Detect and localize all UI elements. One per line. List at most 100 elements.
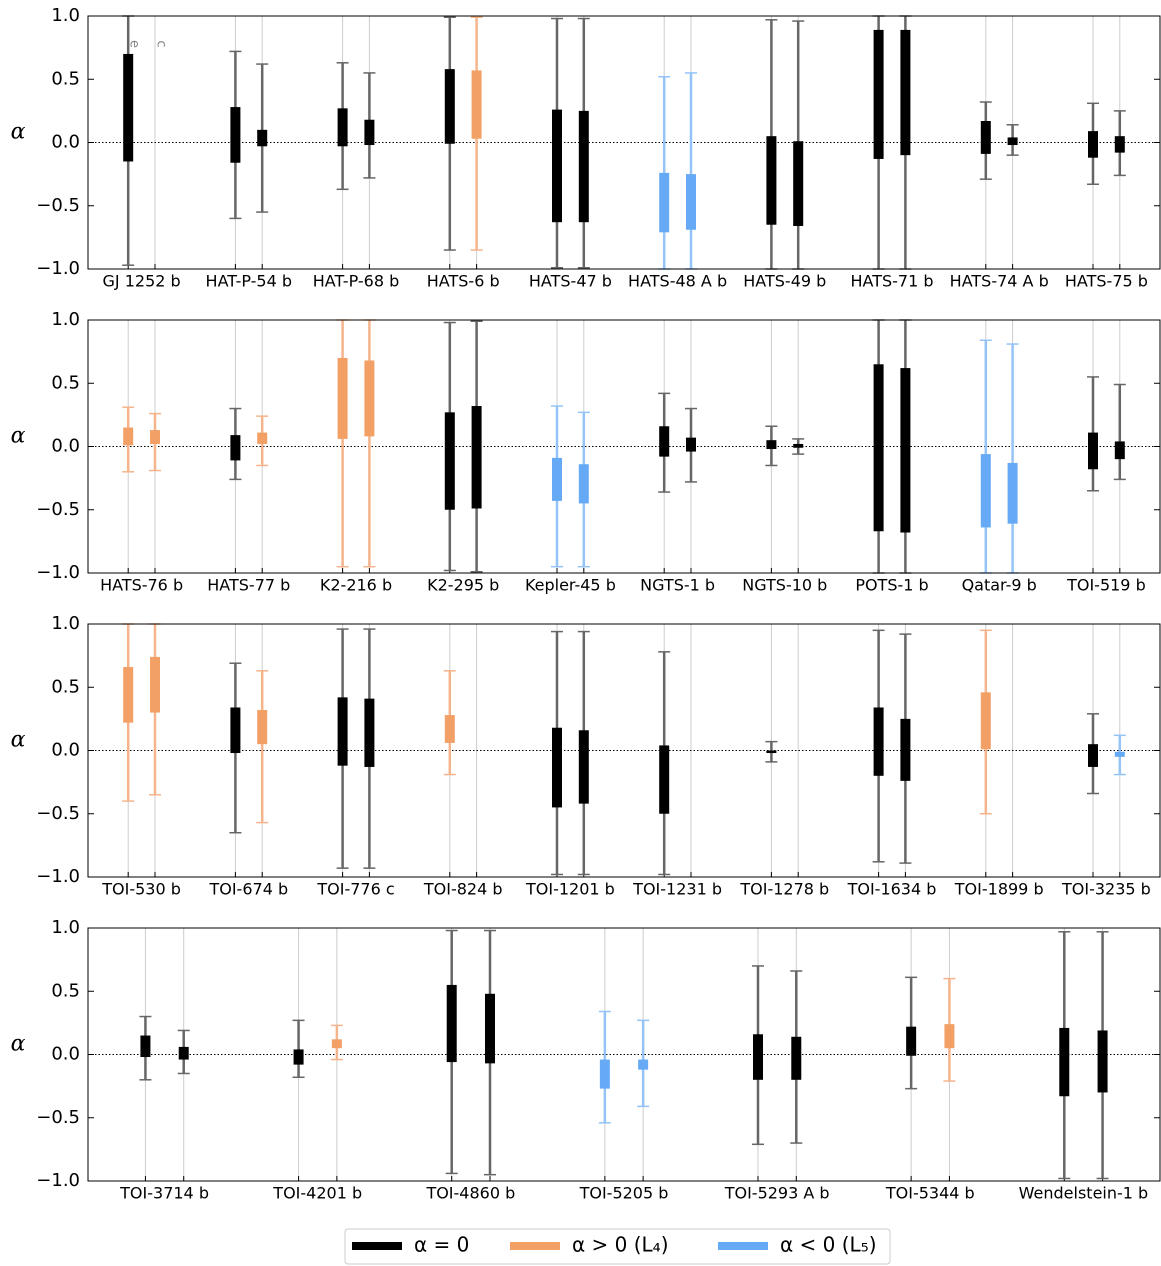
- plot-frame: [87, 15, 1161, 270]
- box: [1114, 751, 1125, 757]
- x-tick-label: HAT-P-68 b: [313, 272, 399, 291]
- box: [337, 357, 348, 439]
- box: [140, 1035, 151, 1058]
- y-tick-label: 0.5: [51, 980, 80, 1001]
- y-tick-label: −0.5: [36, 195, 80, 216]
- x-tick-label: TOI-776 c: [316, 880, 394, 899]
- annotation: c: [154, 40, 169, 47]
- y-axis-label: α: [11, 120, 26, 145]
- box: [1007, 462, 1018, 524]
- x-tick-label: TOI-1231 b: [632, 880, 722, 899]
- box: [906, 1026, 917, 1056]
- box: [1097, 1030, 1108, 1093]
- box: [873, 29, 884, 159]
- box: [766, 750, 777, 754]
- y-tick-label: −1.0: [36, 866, 80, 887]
- plot-frame: [87, 927, 1161, 1182]
- box: [364, 119, 375, 146]
- legend-label: α = 0: [414, 1233, 469, 1257]
- box: [552, 727, 562, 808]
- x-tick-label: HATS-75 b: [1065, 272, 1148, 291]
- y-tick-label: 1.0: [51, 917, 80, 938]
- x-tick-label: HATS-48 A b: [628, 272, 727, 291]
- x-tick-label: TOI-1634 b: [847, 880, 937, 899]
- y-tick-label: 0.5: [51, 372, 80, 393]
- box: [471, 70, 482, 139]
- x-tick-label: TOI-5344 b: [885, 1184, 975, 1203]
- x-tick-label: HATS-77 b: [207, 576, 290, 595]
- box: [793, 443, 804, 448]
- box: [331, 1039, 342, 1049]
- box: [150, 430, 160, 444]
- y-tick-label: 0.5: [51, 676, 80, 697]
- box: [1114, 441, 1125, 460]
- box: [552, 457, 562, 501]
- x-tick-label: POTS-1 b: [855, 576, 928, 595]
- plot-frame: [87, 623, 1161, 878]
- y-tick-label: −1.0: [36, 1170, 80, 1191]
- legend-frame: [344, 1228, 891, 1265]
- x-tick-label: NGTS-10 b: [742, 576, 827, 595]
- box: [230, 707, 241, 754]
- box: [178, 1046, 189, 1060]
- box: [1114, 136, 1125, 153]
- box: [686, 174, 696, 230]
- x-tick-label: HATS-71 b: [850, 272, 933, 291]
- y-tick-label: −1.0: [36, 562, 80, 583]
- legend-label: α < 0 (L₅): [780, 1233, 877, 1257]
- y-tick-label: −0.5: [36, 499, 80, 520]
- box: [485, 993, 495, 1064]
- box: [230, 435, 241, 461]
- x-tick-label: TOI-4201 b: [272, 1184, 362, 1203]
- y-tick-label: 0.0: [51, 132, 80, 153]
- box: [980, 120, 991, 154]
- box: [444, 412, 455, 510]
- y-tick-label: 0.5: [51, 68, 80, 89]
- y-axis-label: α: [11, 728, 26, 753]
- box: [980, 692, 991, 750]
- box: [257, 129, 268, 147]
- x-tick-label: TOI-519 b: [1066, 576, 1146, 595]
- x-tick-label: Kepler-45 b: [525, 576, 616, 595]
- x-tick-label: TOI-5293 A b: [724, 1184, 830, 1203]
- box: [1088, 744, 1098, 767]
- box: [230, 107, 241, 163]
- y-tick-label: 1.0: [51, 309, 80, 330]
- x-tick-label: K2-295 b: [427, 576, 499, 595]
- box: [638, 1059, 649, 1070]
- box: [980, 454, 991, 528]
- y-tick-label: 0.0: [51, 436, 80, 457]
- box: [659, 426, 670, 457]
- box: [257, 710, 268, 745]
- box: [444, 715, 455, 743]
- box: [552, 109, 562, 223]
- box: [364, 698, 375, 767]
- x-tick-label: HATS-6 b: [427, 272, 500, 291]
- y-tick-label: 1.0: [51, 613, 80, 634]
- box: [337, 697, 348, 766]
- box: [686, 437, 696, 452]
- x-tick-label: TOI-530 b: [101, 880, 181, 899]
- box: [1059, 1027, 1070, 1097]
- box: [944, 1024, 955, 1049]
- box: [900, 368, 911, 533]
- box: [150, 656, 160, 713]
- box: [791, 1036, 802, 1080]
- x-tick-label: HATS-76 b: [100, 576, 183, 595]
- x-tick-label: TOI-5205 b: [579, 1184, 669, 1203]
- x-tick-label: TOI-674 b: [208, 880, 288, 899]
- x-tick-label: TOI-1201 b: [525, 880, 615, 899]
- box: [659, 745, 670, 814]
- y-tick-label: 0.0: [51, 1044, 80, 1065]
- box: [257, 432, 268, 444]
- box: [578, 730, 589, 804]
- box: [873, 364, 884, 532]
- box: [123, 53, 134, 162]
- box: [364, 360, 375, 437]
- x-tick-label: TOI-1899 b: [954, 880, 1044, 899]
- box: [900, 718, 911, 781]
- x-tick-label: TOI-824 b: [423, 880, 503, 899]
- y-tick-label: 0.0: [51, 740, 80, 761]
- x-tick-label: TOI-4860 b: [425, 1184, 515, 1203]
